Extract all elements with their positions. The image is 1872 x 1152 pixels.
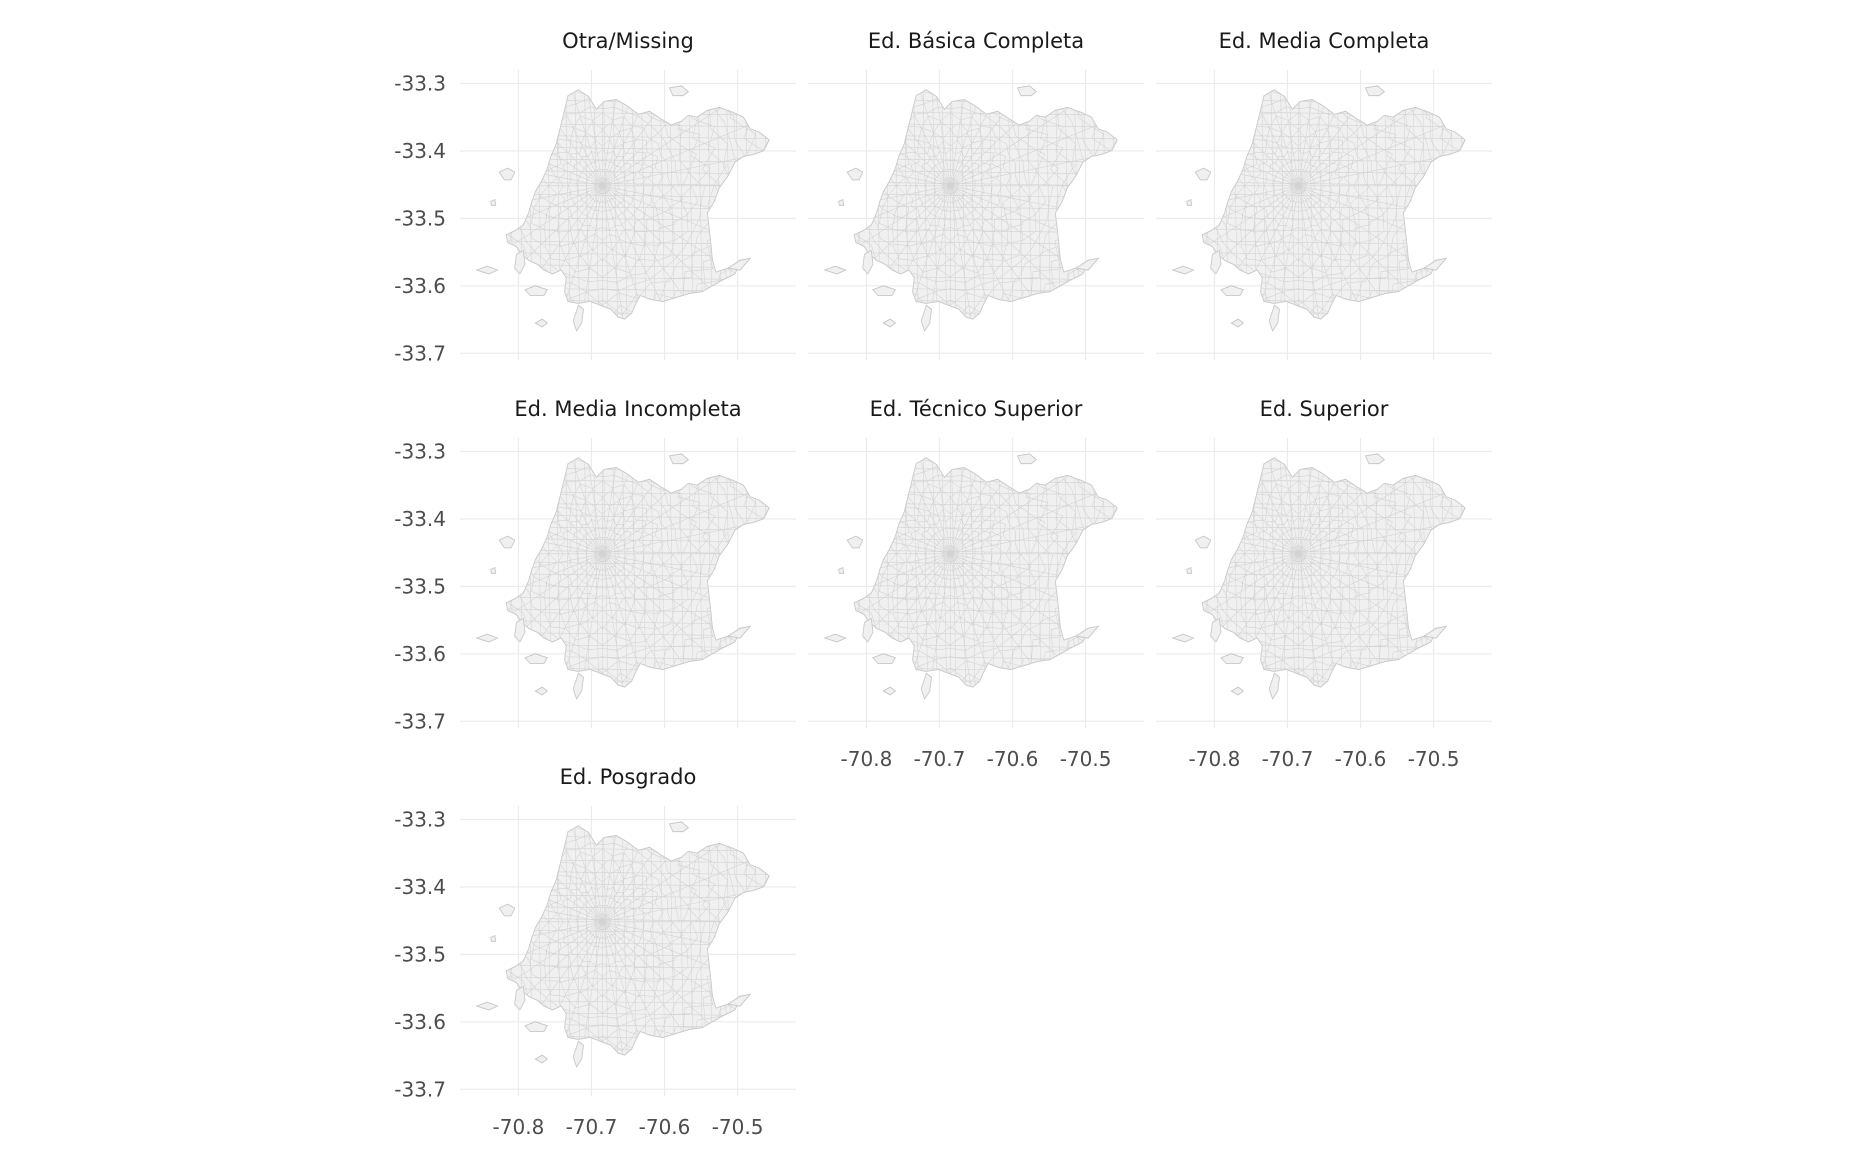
y-tick-label: -33.7 — [394, 341, 446, 365]
facet-title: Ed. Básica Completa — [868, 29, 1084, 53]
y-tick-label: -33.7 — [394, 1077, 446, 1101]
facet-title: Otra/Missing — [562, 29, 694, 53]
facet-panel: Ed. Técnico Superior -70.8 -70.7 -70.6 -70.5 — [739, 338, 1170, 778]
y-tick-label: -33.3 — [394, 71, 446, 95]
region-map — [739, 0, 1170, 410]
region-map — [1087, 0, 1518, 410]
y-tick-label: -33.3 — [394, 807, 446, 831]
x-tick-label: -70.6 — [987, 747, 1039, 771]
y-tick-label: -33.4 — [394, 507, 446, 531]
facet-panel: Ed. Superior -70.8 -70.7 -70.6 -70.5 — [1087, 338, 1518, 778]
x-tick-label: -70.7 — [914, 747, 966, 771]
x-tick-label: -70.6 — [1335, 747, 1387, 771]
x-tick-label: -70.5 — [1408, 747, 1460, 771]
facet-panel: Ed. Media Completa — [1087, 0, 1518, 410]
x-tick-label: -70.7 — [566, 1115, 618, 1139]
x-tick-label: -70.8 — [841, 747, 893, 771]
region-map — [391, 0, 822, 410]
y-tick-label: -33.6 — [394, 642, 446, 666]
y-tick-label: -33.6 — [394, 1010, 446, 1034]
facet-title: Ed. Media Completa — [1219, 29, 1430, 53]
y-tick-label: -33.5 — [394, 206, 446, 230]
y-tick-label: -33.7 — [394, 709, 446, 733]
y-tick-label: -33.5 — [394, 574, 446, 598]
facet-panel: Ed. Media Incompleta -33.3 -33.4 -33.5 -33.6… — [391, 338, 822, 778]
facet-title: Ed. Posgrado — [560, 765, 697, 789]
y-tick-label: -33.4 — [394, 139, 446, 163]
x-tick-label: -70.8 — [1189, 747, 1241, 771]
facet-panel: Otra/Missing -33.3 -33.4 -33.5 -33.6 -33.7 — [391, 0, 822, 410]
x-tick-label: -70.5 — [1060, 747, 1112, 771]
facet-title: Ed. Superior — [1260, 397, 1389, 421]
facet-panels: Otra/Missing-33.3-33.4-33.5-33.6-33.7Ed.… — [391, 0, 1518, 1146]
x-tick-label: -70.5 — [712, 1115, 764, 1139]
x-tick-label: -70.6 — [639, 1115, 691, 1139]
x-tick-label: -70.7 — [1262, 747, 1314, 771]
y-tick-label: -33.6 — [394, 274, 446, 298]
facet-title: Ed. Técnico Superior — [870, 397, 1083, 421]
y-tick-label: -33.4 — [394, 875, 446, 899]
y-tick-label: -33.3 — [394, 439, 446, 463]
x-tick-label: -70.8 — [493, 1115, 545, 1139]
facet-title: Ed. Media Incompleta — [514, 397, 741, 421]
facet-panel: Ed. Posgrado -33.3 -33.4 -33.5 -33.6 -33.7 -70… — [391, 706, 822, 1146]
y-tick-label: -33.5 — [394, 942, 446, 966]
facet-panel: Ed. Básica Completa — [739, 0, 1170, 410]
